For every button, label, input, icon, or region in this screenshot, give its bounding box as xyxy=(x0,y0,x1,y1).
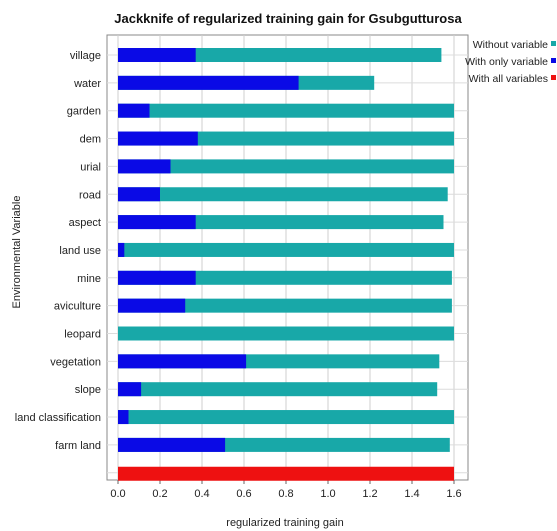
bar-without-variable xyxy=(118,159,454,174)
category-label: slope xyxy=(75,384,101,396)
category-label: garden xyxy=(67,106,101,118)
category-label: aspect xyxy=(69,217,101,229)
bar-with-only-variable xyxy=(118,48,196,62)
category-label: aviculture xyxy=(54,301,101,313)
category-label: village xyxy=(70,50,101,62)
legend-swatch xyxy=(551,41,556,46)
category-label: vegetation xyxy=(50,356,101,368)
category-label: leopard xyxy=(64,329,101,341)
x-tick-labels: 0.0 0.2 0.4 0.6 0.8 1.0 1.2 1.4 1.6 xyxy=(110,488,461,500)
bar-without-variable xyxy=(118,270,452,285)
bar-without-variable xyxy=(118,410,454,425)
x-axis-label: regularized training gain xyxy=(226,517,343,529)
bar-with-only-variable xyxy=(118,354,247,369)
bar-without-variable xyxy=(118,298,452,313)
x-tick-label: 0.6 xyxy=(236,488,251,500)
bar-without-variable xyxy=(118,131,454,146)
bar-with-only-variable xyxy=(118,410,129,425)
legend-swatch xyxy=(551,58,556,63)
x-tick-label: 1.6 xyxy=(446,488,461,500)
category-labels: village water garden dem urial road aspect land… xyxy=(15,50,102,452)
bar-without-variable xyxy=(118,103,454,118)
x-tick-label: 0.0 xyxy=(110,488,125,500)
bar-with-only-variable xyxy=(118,131,198,146)
bar-with-only-variable xyxy=(118,159,171,174)
category-label: dem xyxy=(80,134,101,146)
bar-with-only-variable xyxy=(118,187,160,202)
bar-with-only-variable xyxy=(118,437,226,452)
chart-title: Jackknife of regularized training gain f… xyxy=(114,11,462,26)
bar-without-variable xyxy=(118,48,442,62)
category-label: urial xyxy=(80,161,101,173)
bar-with-only-variable xyxy=(118,75,299,90)
bar-with-only-variable xyxy=(118,382,142,397)
bars xyxy=(118,48,454,481)
x-tick-label: 1.2 xyxy=(362,488,377,500)
legend-label: Without variable xyxy=(473,39,548,51)
category-label: mine xyxy=(77,273,101,285)
legend-label: With all variables xyxy=(469,73,548,85)
bar-without-variable xyxy=(118,187,448,202)
bar-without-variable xyxy=(118,382,438,397)
bar-without-variable xyxy=(118,242,454,257)
bar-with-only-variable xyxy=(118,215,196,230)
category-label: road xyxy=(79,189,101,201)
legend-swatch xyxy=(551,75,556,80)
bar-with-only-variable xyxy=(118,242,125,257)
legend: Without variable With only variable With a… xyxy=(465,39,556,85)
bar-with-only-variable xyxy=(118,298,186,313)
x-tick-label: 0.4 xyxy=(194,488,209,500)
bar-without-variable xyxy=(118,215,444,230)
category-label: land use xyxy=(59,245,101,257)
category-label: land classification xyxy=(15,412,101,424)
x-tick-label: 1.0 xyxy=(320,488,335,500)
bar-with-only-variable xyxy=(118,270,196,285)
x-tick-label: 1.4 xyxy=(404,488,419,500)
bar-with-only-variable xyxy=(118,103,150,118)
x-tick-label: 0.2 xyxy=(152,488,167,500)
bar-without-variable xyxy=(118,326,454,341)
legend-label: With only variable xyxy=(465,56,548,68)
category-label: farm land xyxy=(55,440,101,452)
y-axis-label: Environmental Variable xyxy=(11,196,23,309)
bar-with-all-variables xyxy=(118,466,454,481)
category-label: water xyxy=(73,78,101,90)
x-tick-label: 0.8 xyxy=(278,488,293,500)
